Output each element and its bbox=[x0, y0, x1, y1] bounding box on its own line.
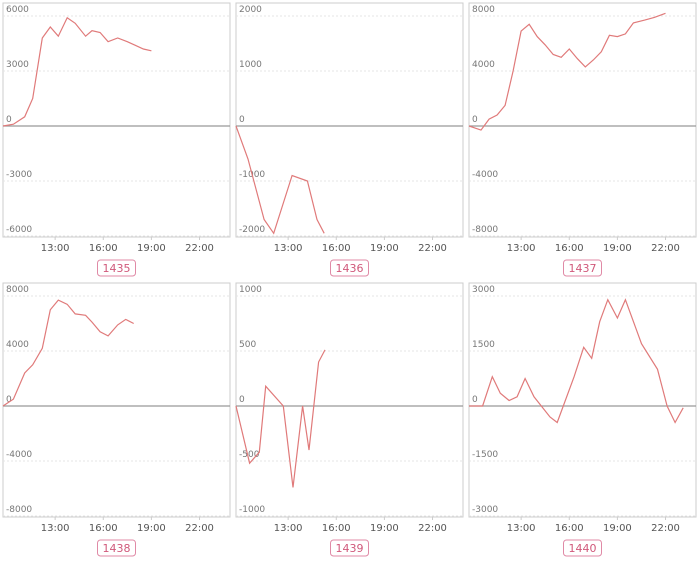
y-tick-label: 1000 bbox=[239, 60, 262, 70]
line bbox=[2, 16, 152, 127]
chart-title: 1438 bbox=[103, 542, 131, 555]
y-tick-label: -4000 bbox=[472, 170, 498, 180]
x-tick-label: 13:00 bbox=[41, 523, 70, 534]
y-tick-label: 2000 bbox=[239, 5, 262, 15]
x-tick-label: 19:00 bbox=[137, 523, 166, 534]
x-tick-label: 19:00 bbox=[137, 243, 166, 254]
y-tick-label: 4000 bbox=[472, 60, 495, 70]
chart-label-box bbox=[330, 539, 369, 557]
panel bbox=[468, 282, 697, 518]
x-tick-label: 22:00 bbox=[651, 523, 680, 534]
panel bbox=[468, 2, 697, 238]
line bbox=[235, 349, 326, 488]
x-tick-label: 13:00 bbox=[274, 523, 303, 534]
y-tick-label: -1000 bbox=[239, 505, 265, 515]
line bbox=[2, 299, 134, 407]
chart-label-box bbox=[97, 539, 136, 557]
panel bbox=[235, 2, 464, 238]
panel bbox=[235, 282, 464, 518]
y-tick-label: 3000 bbox=[472, 285, 495, 295]
y-tick-label: -8000 bbox=[472, 225, 498, 235]
y-tick-label: -8000 bbox=[6, 505, 32, 515]
chart-label-box bbox=[330, 259, 369, 277]
y-tick-label: 6000 bbox=[6, 5, 29, 15]
panel bbox=[2, 282, 231, 518]
x-tick-label: 22:00 bbox=[185, 523, 214, 534]
x-tick-label: 16:00 bbox=[555, 243, 584, 254]
x-tick-label: 13:00 bbox=[507, 523, 536, 534]
y-tick-label: 1000 bbox=[239, 285, 262, 295]
x-tick-label: 16:00 bbox=[322, 523, 351, 534]
x-tick-label: 22:00 bbox=[418, 523, 447, 534]
x-tick-label: 22:00 bbox=[185, 243, 214, 254]
y-tick-label: -500 bbox=[239, 450, 260, 460]
y-tick-label: 3000 bbox=[6, 60, 29, 70]
y-tick-label: 0 bbox=[472, 115, 478, 125]
x-tick-label: 16:00 bbox=[89, 523, 118, 534]
y-tick-label: -4000 bbox=[6, 450, 32, 460]
line bbox=[468, 12, 666, 131]
chart-title: 1439 bbox=[336, 542, 364, 555]
chart-title: 1437 bbox=[569, 262, 597, 275]
x-tick-label: 13:00 bbox=[41, 243, 70, 254]
x-tick-label: 16:00 bbox=[89, 243, 118, 254]
y-tick-label: 8000 bbox=[472, 5, 495, 15]
x-tick-label: 22:00 bbox=[418, 243, 447, 254]
y-tick-label: 0 bbox=[472, 395, 478, 405]
x-tick-label: 13:00 bbox=[274, 243, 303, 254]
panel bbox=[2, 2, 231, 238]
y-tick-label: 8000 bbox=[6, 285, 29, 295]
x-tick-label: 19:00 bbox=[370, 523, 399, 534]
x-tick-label: 19:00 bbox=[603, 243, 632, 254]
y-tick-label: 0 bbox=[6, 395, 12, 405]
y-tick-label: -1500 bbox=[472, 450, 498, 460]
chart-title: 1435 bbox=[103, 262, 131, 275]
chart-title: 1440 bbox=[569, 542, 597, 555]
y-tick-label: 1500 bbox=[472, 340, 495, 350]
x-tick-label: 16:00 bbox=[555, 523, 584, 534]
y-tick-label: -3000 bbox=[6, 170, 32, 180]
y-tick-label: -6000 bbox=[6, 225, 32, 235]
x-tick-label: 19:00 bbox=[370, 243, 399, 254]
y-tick-label: -3000 bbox=[472, 505, 498, 515]
line bbox=[235, 125, 325, 235]
y-tick-label: 500 bbox=[239, 340, 256, 350]
chart-label-box bbox=[563, 259, 602, 277]
x-tick-label: 16:00 bbox=[322, 243, 351, 254]
y-tick-label: -2000 bbox=[239, 225, 265, 235]
x-tick-label: 22:00 bbox=[651, 243, 680, 254]
chart-title: 1436 bbox=[336, 262, 364, 275]
chart-label-box bbox=[563, 539, 602, 557]
chart-label-box bbox=[97, 259, 136, 277]
x-tick-label: 19:00 bbox=[603, 523, 632, 534]
y-tick-label: 0 bbox=[6, 115, 12, 125]
y-tick-label: 0 bbox=[239, 115, 245, 125]
y-tick-label: 4000 bbox=[6, 340, 29, 350]
line bbox=[469, 298, 684, 424]
x-tick-label: 13:00 bbox=[507, 243, 536, 254]
y-tick-label: 0 bbox=[239, 395, 245, 405]
